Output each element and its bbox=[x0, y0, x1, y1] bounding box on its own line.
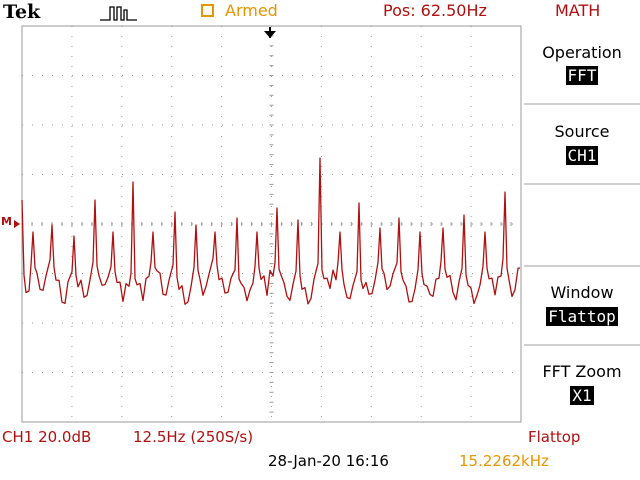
menu-divider bbox=[524, 103, 640, 105]
date-time-readout: 28-Jan-20 16:16 bbox=[268, 452, 389, 470]
trigger-frequency-readout: 15.2262kHz bbox=[459, 452, 549, 470]
menu-divider bbox=[524, 265, 640, 267]
menu-label-operation: Operation bbox=[542, 43, 622, 62]
menu-label-fft-zoom: FFT Zoom bbox=[542, 362, 622, 381]
acquisition-pulse-icon bbox=[100, 6, 137, 21]
trigger-status-indicator-icon bbox=[201, 4, 214, 17]
trigger-position-marker-icon bbox=[264, 27, 276, 38]
channel-scale-readout: CH1 20.0dB bbox=[2, 428, 92, 446]
side-menu: Operation FFT Source CH1 Window Flattop … bbox=[524, 26, 640, 426]
menu-label-window: Window bbox=[550, 283, 614, 302]
graticule-grid bbox=[21, 25, 522, 423]
menu-value-source: CH1 bbox=[565, 146, 599, 165]
math-reference-label: M bbox=[1, 215, 12, 228]
menu-title: MATH bbox=[555, 1, 601, 20]
horizontal-position-readout: Pos: 62.50Hz bbox=[383, 1, 487, 20]
math-reference-arrow-icon bbox=[14, 220, 20, 228]
menu-value-operation: FFT bbox=[565, 66, 599, 85]
trigger-status: Armed bbox=[225, 1, 278, 20]
fft-trace bbox=[21, 157, 521, 305]
menu-label-source: Source bbox=[554, 122, 610, 141]
menu-divider bbox=[524, 344, 640, 346]
horizontal-scale-readout: 12.5Hz (250S/s) bbox=[133, 428, 254, 446]
menu-divider bbox=[524, 183, 640, 185]
menu-value-fft-zoom: X1 bbox=[570, 386, 594, 405]
menu-value-window: Flattop bbox=[546, 307, 618, 326]
brand-logo: Tek bbox=[3, 1, 41, 23]
window-readout: Flattop bbox=[528, 428, 581, 446]
